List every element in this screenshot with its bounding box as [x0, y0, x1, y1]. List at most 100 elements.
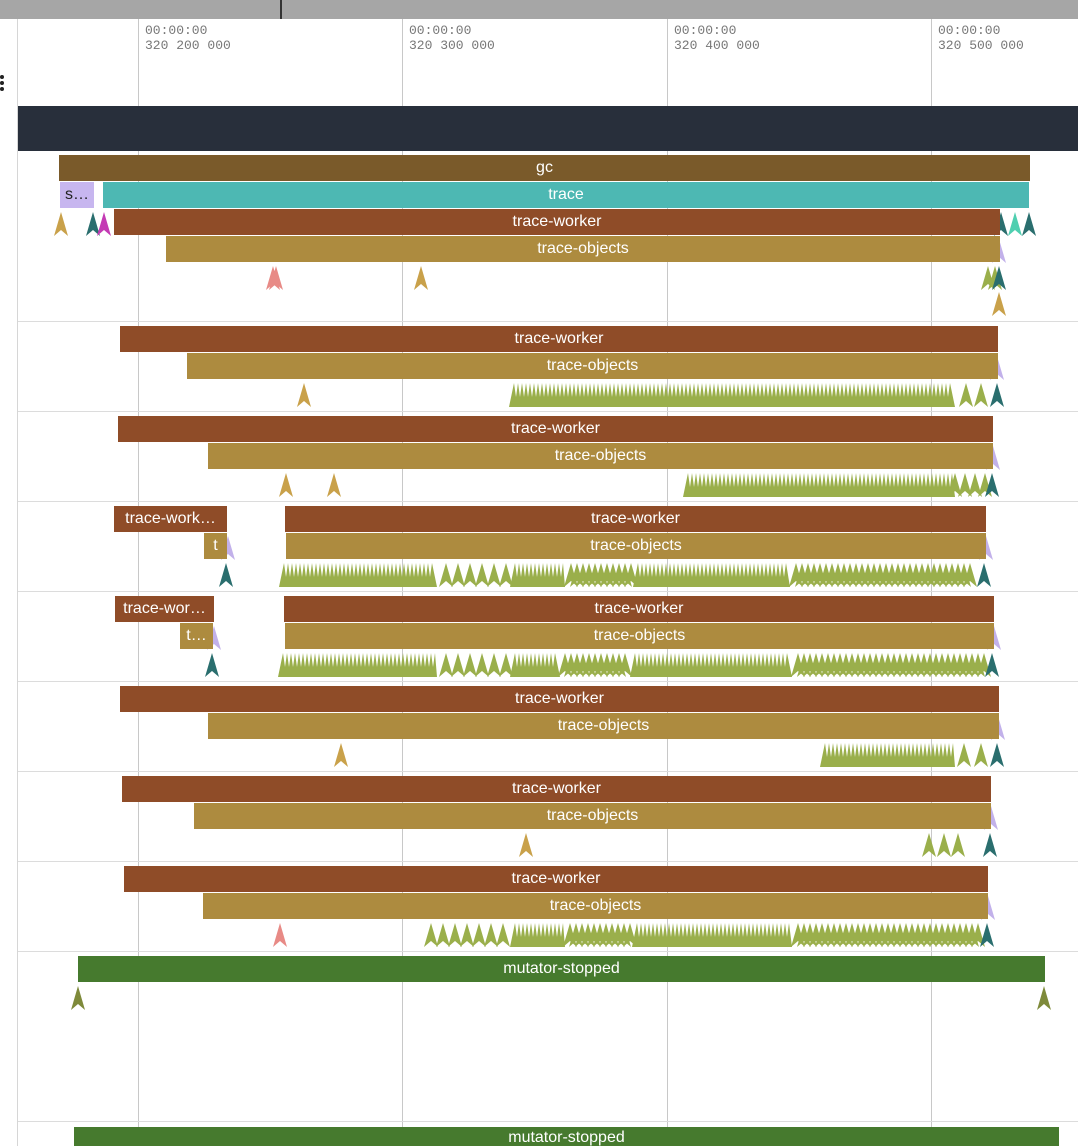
event-marker-cluster[interactable]: [510, 923, 565, 947]
event-marker[interactable]: [980, 923, 994, 947]
event-marker[interactable]: [957, 743, 971, 767]
timeline-overview-bar[interactable]: [0, 0, 1078, 19]
event-marker[interactable]: [472, 923, 486, 947]
event-marker[interactable]: [448, 923, 462, 947]
slice-trace-objects[interactable]: trace-objects: [187, 353, 998, 379]
track-group-header[interactable]: [0, 106, 1078, 151]
event-marker-cluster[interactable]: [509, 383, 955, 407]
slice-trace-worker[interactable]: trace-worker: [285, 506, 986, 532]
event-marker[interactable]: [205, 653, 219, 677]
event-marker[interactable]: [974, 383, 988, 407]
event-marker[interactable]: [97, 212, 111, 236]
slice-trace-worker[interactable]: trace-worker: [120, 326, 998, 352]
event-marker[interactable]: [1037, 986, 1051, 1010]
slice-s-short[interactable]: s…: [60, 182, 94, 208]
event-marker-cluster[interactable]: [278, 653, 437, 677]
event-marker[interactable]: [460, 923, 474, 947]
event-marker[interactable]: [451, 563, 465, 587]
event-marker[interactable]: [985, 653, 999, 677]
event-marker-cluster[interactable]: [510, 563, 565, 587]
event-marker[interactable]: [971, 923, 985, 947]
slice-trace-worker-truncated[interactable]: trace-work…: [114, 506, 227, 532]
slice-trace-objects[interactable]: trace-objects: [194, 803, 991, 829]
event-marker[interactable]: [990, 383, 1004, 407]
event-marker[interactable]: [475, 563, 489, 587]
event-marker-cluster[interactable]: [630, 653, 792, 677]
slice-t-truncated[interactable]: t…: [180, 623, 213, 649]
slice-trace-worker[interactable]: trace-worker: [114, 209, 1000, 235]
event-marker[interactable]: [71, 986, 85, 1010]
event-marker[interactable]: [958, 473, 972, 497]
slice-trace[interactable]: trace: [103, 182, 1029, 208]
event-marker[interactable]: [475, 653, 489, 677]
slice-trace-objects[interactable]: trace-objects: [285, 623, 994, 649]
event-marker[interactable]: [424, 923, 438, 947]
event-marker-cluster[interactable]: [633, 563, 790, 587]
slice-trace-worker[interactable]: trace-worker: [118, 416, 993, 442]
slice-trace-objects[interactable]: trace-objects: [203, 893, 988, 919]
event-marker[interactable]: [273, 923, 287, 947]
event-marker[interactable]: [974, 743, 988, 767]
tick-line-0: [138, 19, 139, 106]
event-marker[interactable]: [951, 833, 965, 857]
event-marker[interactable]: [219, 563, 233, 587]
event-marker[interactable]: [992, 266, 1006, 290]
event-marker[interactable]: [334, 743, 348, 767]
slice-mutator-stopped[interactable]: mutator-stopped: [78, 956, 1045, 982]
event-marker[interactable]: [279, 473, 293, 497]
event-marker[interactable]: [968, 473, 982, 497]
slice-trace-objects[interactable]: trace-objects: [208, 443, 993, 469]
slice-gc[interactable]: gc: [59, 155, 1030, 181]
slice-trace-objects[interactable]: trace-objects: [166, 236, 1000, 262]
event-marker[interactable]: [54, 212, 68, 236]
event-marker[interactable]: [963, 563, 977, 587]
event-marker-cluster[interactable]: [279, 563, 437, 587]
event-marker[interactable]: [977, 563, 991, 587]
slice-mutator-stopped[interactable]: mutator-stopped: [74, 1127, 1059, 1146]
slice-trace-worker[interactable]: trace-worker: [122, 776, 991, 802]
event-marker[interactable]: [922, 833, 936, 857]
event-marker[interactable]: [414, 266, 428, 290]
event-marker[interactable]: [327, 473, 341, 497]
event-marker[interactable]: [86, 212, 100, 236]
event-marker[interactable]: [983, 833, 997, 857]
event-marker[interactable]: [439, 563, 453, 587]
event-marker-cluster[interactable]: [632, 923, 792, 947]
event-marker[interactable]: [451, 653, 465, 677]
event-marker[interactable]: [436, 923, 450, 947]
event-marker[interactable]: [463, 653, 477, 677]
slice-trace-worker[interactable]: trace-worker: [124, 866, 988, 892]
event-marker[interactable]: [985, 473, 999, 497]
more-options-icon[interactable]: [0, 75, 6, 93]
event-marker[interactable]: [463, 563, 477, 587]
slice-trace-worker-truncated[interactable]: trace-wor…: [115, 596, 214, 622]
event-marker[interactable]: [499, 563, 513, 587]
event-marker[interactable]: [487, 653, 501, 677]
slice-trace-objects[interactable]: trace-objects: [286, 533, 986, 559]
event-marker[interactable]: [959, 383, 973, 407]
event-marker-cluster[interactable]: [683, 473, 955, 497]
event-marker[interactable]: [439, 653, 453, 677]
slice-t-short[interactable]: t: [204, 533, 227, 559]
event-marker[interactable]: [937, 833, 951, 857]
event-marker[interactable]: [1022, 212, 1036, 236]
event-marker[interactable]: [1008, 212, 1022, 236]
event-marker[interactable]: [487, 563, 501, 587]
event-marker[interactable]: [499, 653, 513, 677]
event-marker-cluster[interactable]: [820, 743, 955, 767]
event-marker-cluster[interactable]: [510, 653, 560, 677]
slice-trace-worker[interactable]: trace-worker: [120, 686, 999, 712]
event-marker[interactable]: [992, 292, 1006, 316]
event-marker[interactable]: [269, 266, 283, 290]
event-marker[interactable]: [519, 833, 533, 857]
event-marker[interactable]: [990, 743, 1004, 767]
slice-trace-objects[interactable]: trace-objects: [208, 713, 999, 739]
event-marker[interactable]: [496, 923, 510, 947]
event-marker[interactable]: [948, 473, 962, 497]
slice-trace-worker[interactable]: trace-worker: [284, 596, 994, 622]
event-marker[interactable]: [618, 653, 632, 677]
event-marker[interactable]: [297, 383, 311, 407]
event-marker[interactable]: [484, 923, 498, 947]
timeline-cursor[interactable]: [280, 0, 282, 19]
